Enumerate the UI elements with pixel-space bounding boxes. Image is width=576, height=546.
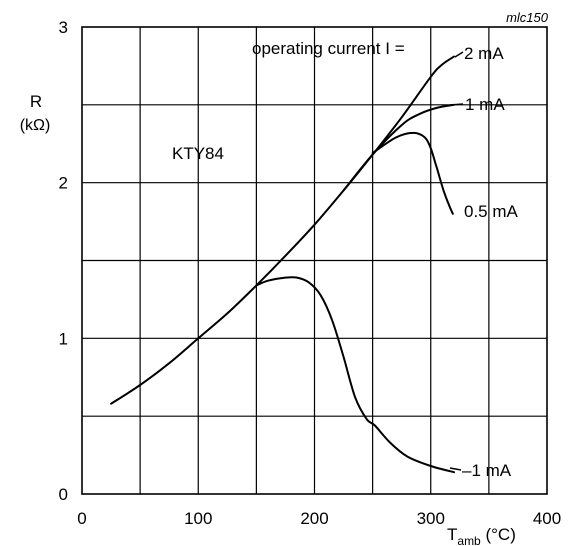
- x-tick-label: 300: [417, 509, 445, 528]
- curves: [110, 55, 455, 474]
- series-label-0-5-mA: 0.5 mA: [464, 202, 519, 221]
- y-tick-label: 1: [59, 329, 68, 348]
- series-leader-1-mA: [449, 103, 464, 106]
- series-label-1-mA: –1 mA: [462, 461, 512, 480]
- figure-code: mlc150: [506, 10, 549, 25]
- series-line-0-5-mA: [371, 131, 454, 215]
- x-axis-label-unit: (°C): [481, 525, 516, 544]
- x-axis-label-sub: amb: [457, 534, 481, 546]
- series-label-2-mA: 2 mA: [464, 44, 504, 63]
- y-axis-unit: (kΩ): [20, 117, 51, 134]
- series-line-1-mA: [342, 103, 455, 192]
- x-tick-label: 0: [77, 509, 86, 528]
- series-label-1-mA: 1 mA: [465, 95, 505, 114]
- x-tick-label: 100: [184, 509, 212, 528]
- x-axis-label: Tamb (°C): [447, 525, 516, 546]
- grid: [81, 26, 548, 495]
- series-line-1-mA: [255, 276, 455, 474]
- x-tick-label: 400: [533, 509, 561, 528]
- series-leader-2-mA: [454, 51, 464, 58]
- legend-title: operating current I =: [252, 39, 405, 58]
- y-tick-label: 3: [59, 18, 68, 37]
- y-tick-label: 2: [59, 174, 68, 193]
- series-labels: 2 mA 1 mA 0.5 mA –1 mA: [449, 44, 519, 480]
- y-axis-label: R: [30, 92, 42, 111]
- x-axis-label-main: T: [447, 525, 457, 544]
- plot-frame: [81, 26, 548, 495]
- series-line-2-mA: [110, 55, 455, 405]
- x-tick-label: 200: [300, 509, 328, 528]
- series-leader-1-mA: [449, 467, 462, 471]
- tick-labels: 0 100 200 300 400 0 1 2 3: [59, 18, 562, 528]
- annotation-kty84: KTY84: [172, 144, 224, 163]
- y-tick-label: 0: [59, 485, 68, 504]
